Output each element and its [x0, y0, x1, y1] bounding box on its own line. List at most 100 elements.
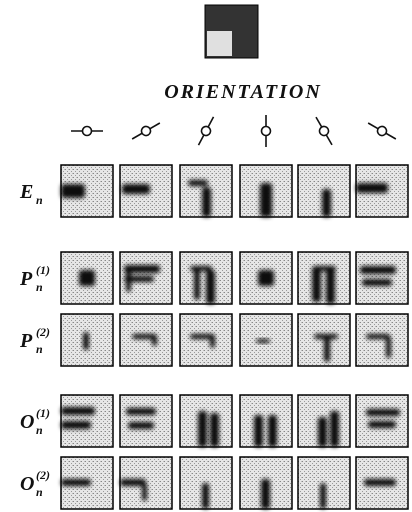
- image-cell: [120, 165, 172, 217]
- blob: [61, 421, 91, 429]
- blob: [314, 266, 336, 271]
- blob: [312, 266, 321, 302]
- image-cell: [120, 252, 172, 304]
- row-label: O: [20, 473, 34, 495]
- row-label-sup: (2): [36, 468, 50, 482]
- orientation-circle: [200, 125, 212, 137]
- blob: [256, 339, 270, 343]
- image-cell: [240, 165, 292, 217]
- orientation-circle: [318, 125, 330, 137]
- blob: [142, 483, 147, 501]
- cell-blobs: [364, 479, 396, 486]
- legend-icon: [205, 5, 258, 58]
- cell-blobs: [261, 479, 270, 509]
- blob: [320, 483, 326, 509]
- blob: [202, 187, 211, 217]
- blob: [126, 408, 156, 415]
- image-cell: [120, 395, 172, 447]
- blob: [61, 184, 85, 198]
- image-cell: [120, 314, 172, 366]
- row-label-sub: n: [36, 193, 43, 207]
- cell-blobs: [356, 183, 388, 193]
- blob: [356, 183, 388, 193]
- blob: [122, 184, 150, 194]
- image-cell: [61, 395, 113, 447]
- blob: [210, 413, 219, 447]
- row-label-sup: (1): [36, 406, 50, 420]
- blob: [61, 479, 91, 486]
- image-cell: [240, 252, 292, 304]
- orientation-circle: [376, 125, 388, 137]
- row-label: E: [19, 181, 33, 203]
- image-cell: [356, 314, 408, 366]
- orientation-icon: [312, 115, 336, 147]
- blob: [318, 417, 327, 447]
- image-cell: [61, 165, 113, 217]
- blob: [326, 266, 335, 304]
- row-label-sub: n: [36, 485, 43, 499]
- row-label-sub: n: [36, 342, 43, 356]
- cell-background: [356, 252, 408, 304]
- cell-background: [240, 395, 292, 447]
- orientation-icon: [262, 115, 271, 147]
- image-cell: [356, 395, 408, 447]
- row-label-sub: n: [36, 423, 43, 437]
- blob: [260, 183, 272, 217]
- blob: [126, 266, 131, 292]
- cell-blobs: [122, 184, 150, 194]
- cell-blobs: [322, 189, 331, 217]
- row-label-sup: (2): [36, 325, 50, 339]
- orientation-circle: [83, 127, 92, 136]
- image-cell: [298, 252, 350, 304]
- image-cell: [180, 457, 232, 509]
- cell-blobs: [61, 184, 85, 198]
- image-cell: [61, 314, 113, 366]
- blob: [120, 479, 146, 486]
- blob: [368, 421, 396, 428]
- blob: [210, 334, 215, 348]
- blob: [128, 422, 154, 429]
- image-cell: [180, 165, 232, 217]
- blob: [190, 266, 212, 271]
- cell-background: [120, 314, 172, 366]
- image-cell: [120, 457, 172, 509]
- image-cell: [180, 252, 232, 304]
- cell-background: [298, 252, 350, 304]
- blob: [366, 409, 400, 416]
- cell-background: [180, 314, 232, 366]
- blob: [194, 266, 200, 300]
- orientation-icon: [130, 119, 162, 143]
- blob: [386, 336, 391, 358]
- image-cell: [180, 395, 232, 447]
- blob: [258, 270, 274, 286]
- image-cell: [180, 314, 232, 366]
- blob: [268, 415, 277, 447]
- row-label-sup: (1): [36, 263, 50, 277]
- orientation-icon: [366, 119, 398, 143]
- image-cell: [356, 252, 408, 304]
- image-cell: [240, 457, 292, 509]
- cell-blobs: [258, 270, 274, 286]
- blob: [324, 336, 330, 362]
- blob: [362, 279, 392, 286]
- orientation-circle: [262, 127, 271, 136]
- cell-blobs: [79, 270, 95, 286]
- figure: ORIENTATION EnPn(1)Pn(2)On(1)On(2): [0, 0, 412, 512]
- image-cell: [61, 252, 113, 304]
- blob: [330, 411, 339, 447]
- image-cell: [298, 165, 350, 217]
- blob: [188, 180, 208, 186]
- image-cell: [240, 314, 292, 366]
- cell-blobs: [83, 332, 89, 350]
- image-cell: [61, 457, 113, 509]
- blob: [364, 479, 396, 486]
- blob: [202, 483, 209, 509]
- cell-blobs: [256, 339, 270, 343]
- cell-background: [356, 314, 408, 366]
- cell-blobs: [320, 483, 326, 509]
- blob: [152, 334, 157, 346]
- blob: [198, 411, 207, 447]
- row-label: P: [19, 268, 33, 290]
- cell-blobs: [61, 479, 91, 486]
- orientation-icon: [195, 115, 218, 147]
